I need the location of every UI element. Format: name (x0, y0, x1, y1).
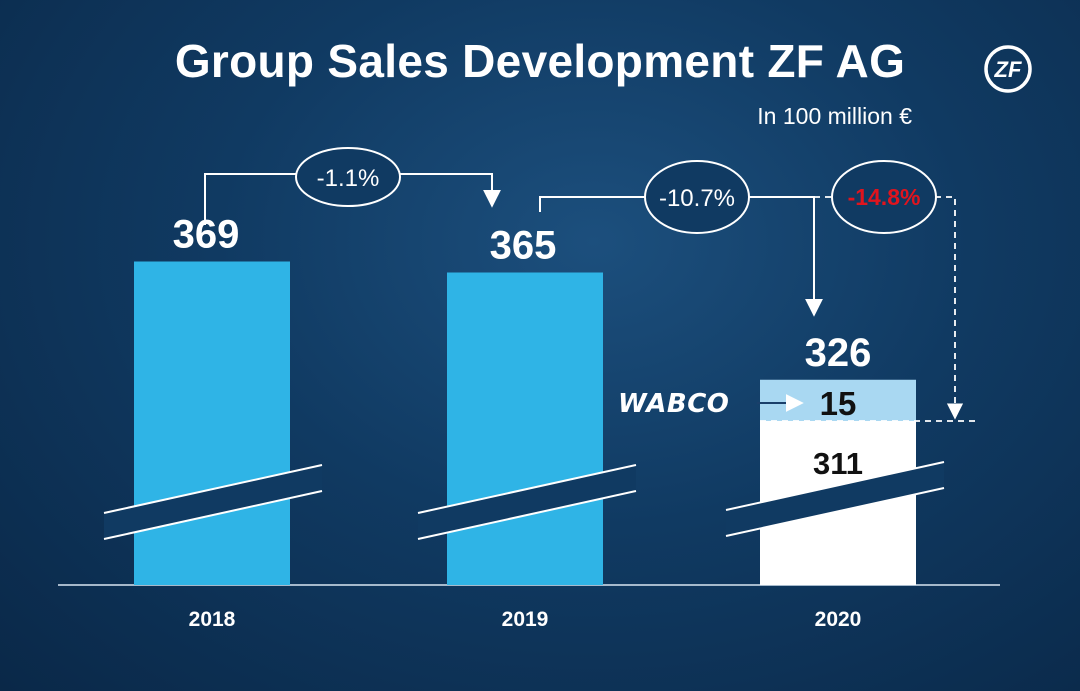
annotation-text-3: -14.8% (848, 184, 921, 210)
wabco-value-label: 15 (820, 385, 857, 422)
axis-break-2018 (103, 464, 323, 540)
annotation-text-2: -10.7% (659, 185, 735, 212)
value-label-2019: 365 (490, 224, 557, 268)
category-label-2020: 2020 (815, 608, 862, 631)
annotation-bubble-3: -14.8% (831, 160, 937, 234)
chart-title: Group Sales Development ZF AG (174, 35, 906, 87)
wabco-label: WABCO (618, 389, 729, 419)
annotation-bubble-1: -1.1% (295, 147, 401, 207)
bar-2018 (134, 261, 290, 585)
axis-break-2020 (725, 461, 945, 537)
unit-label: In 100 million € (757, 103, 912, 129)
category-label-2018: 2018 (189, 608, 236, 631)
axis-break-2019 (417, 464, 637, 540)
annotation-bubble-2: -10.7% (644, 160, 750, 234)
base-2020-value-label: 311 (813, 446, 863, 481)
logo-text: ZF (994, 57, 1022, 82)
value-label-2020: 326 (805, 331, 872, 375)
category-label-2019: 2019 (502, 608, 549, 631)
zf-logo-icon: ZF (984, 45, 1032, 93)
bar-2019 (447, 272, 603, 585)
annotation-text-1: -1.1% (317, 165, 380, 192)
